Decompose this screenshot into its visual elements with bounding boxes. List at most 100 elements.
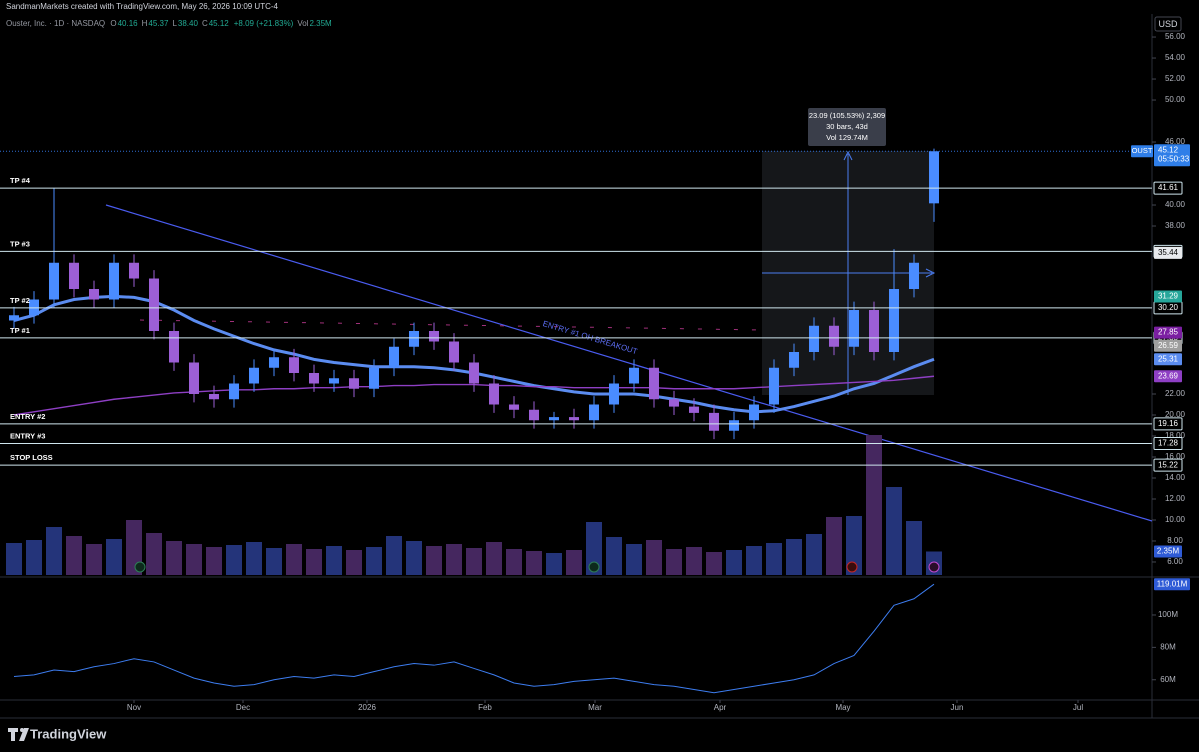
axis-badge-label: 27.85 [1158, 328, 1179, 337]
indicator-badge-label: 119.01M [1157, 579, 1188, 588]
candle-body [309, 373, 319, 384]
symbol: Ouster, Inc. · 1D · NASDAQ [6, 19, 106, 28]
volume-bar [786, 539, 802, 575]
currency-button[interactable] [1154, 16, 1182, 32]
legend-label: Vol [297, 19, 309, 28]
volume-bar [306, 549, 322, 575]
volume-bar [346, 550, 362, 575]
y-tick-label: 38.00 [1165, 221, 1186, 230]
volume-bar [46, 527, 62, 575]
candle-body [389, 346, 399, 368]
axis-badge-label: 25.31 [1158, 354, 1179, 363]
axis-badge [1154, 290, 1182, 303]
volume-bar [826, 517, 842, 575]
y-tick-label: 16.00 [1165, 452, 1186, 461]
volume-bar [186, 544, 202, 575]
volume-bar [806, 534, 822, 575]
volume-bar [866, 435, 882, 575]
candle-body [69, 262, 79, 290]
measure-text: 30 bars, 43d [826, 122, 868, 131]
candle-body [29, 299, 39, 316]
volume-bar [366, 547, 382, 575]
volume-bar [466, 548, 482, 575]
level-badge [1153, 458, 1183, 472]
indicator-tick-label: 60M [1160, 675, 1176, 684]
x-tick-label: Feb [478, 703, 492, 712]
candle-body [249, 367, 259, 384]
volume-bar [526, 551, 542, 575]
level-name: TP #3 [10, 239, 30, 248]
axis-badge-label: 26.59 [1158, 341, 1179, 350]
volume-bar [766, 543, 782, 575]
volume-badge-label: 2.35M [1157, 547, 1180, 556]
measure-arrowhead [843, 150, 853, 161]
candle-body [269, 357, 279, 368]
volume-bar [646, 540, 662, 575]
legend-value: 40.16 [117, 19, 138, 28]
volume-bar [846, 516, 862, 575]
volume-bar [386, 536, 402, 575]
volume-bar [586, 522, 602, 575]
measure-tooltip [808, 108, 886, 146]
candle-body [329, 378, 339, 384]
volume-bar [566, 550, 582, 575]
candle-body [209, 393, 219, 400]
y-tick-label: 12.00 [1165, 494, 1186, 503]
candle-body [829, 325, 839, 347]
candle-body [229, 383, 239, 400]
volume-bar [706, 552, 722, 575]
legend-label: O [110, 19, 117, 28]
x-tick-label: Nov [127, 703, 141, 712]
y-tick-label: 54.00 [1165, 53, 1186, 62]
volume-bar [746, 546, 762, 575]
x-tick-label: May [835, 703, 850, 712]
measure-arrowhead [925, 268, 936, 278]
legend-value: 45.37 [148, 19, 169, 28]
legend: Ouster, Inc. · 1D · NASDAQ O40.16 H45.37 L… [6, 19, 336, 28]
candle-body [509, 404, 519, 410]
legend-label: C [201, 19, 208, 28]
axis-badge-label: 23.69 [1158, 371, 1179, 380]
measure-text: Vol 129.74M [826, 133, 868, 142]
level-name: TP #4 [10, 176, 31, 185]
candle-body [609, 383, 619, 405]
x-tick-label: 2026 [358, 703, 376, 712]
volume-bar [546, 553, 562, 575]
y-tick-label: 8.00 [1167, 536, 1183, 545]
candle-body [689, 406, 699, 413]
candle-body [469, 362, 479, 384]
candle-body [729, 420, 739, 431]
candle-body [909, 262, 919, 290]
indicator-badge [1154, 578, 1190, 591]
x-tick-label: Dec [236, 703, 250, 712]
marks: 56.00 54.00 52.00 50.00 46.00 40.00 38.00 22.00… [6, 32, 1186, 712]
credit: SandmanMarkets created with TradingView.… [6, 2, 278, 11]
volume-bar [406, 541, 422, 575]
axis-badge-label: 31.29 [1158, 292, 1179, 301]
legend-value: 2.35M [309, 19, 332, 28]
level-name: STOP LOSS [10, 453, 53, 462]
candle-body [549, 417, 559, 421]
candle-body [409, 331, 419, 347]
candle-body [189, 362, 199, 394]
candle-body [289, 357, 299, 374]
last-price-badge [1154, 144, 1190, 167]
y-tick-label: 14.00 [1165, 473, 1186, 482]
legend-value: 45.12 [208, 19, 229, 28]
x-tick-label: Apr [714, 703, 727, 712]
candle-body [589, 404, 599, 421]
candle-body [489, 383, 499, 405]
axis-badge-label: 35.44 [1158, 248, 1179, 257]
candle-body [129, 262, 139, 279]
brand: TradingView [30, 726, 107, 741]
measure-text: 23.09 (105.53%) 2,309 [809, 111, 885, 120]
y-tick-label: 22.00 [1165, 389, 1186, 398]
candle-body [9, 315, 19, 321]
candle-body [869, 310, 879, 353]
volume-bar [266, 548, 282, 575]
volume-bar [6, 543, 22, 575]
volume-bar [506, 549, 522, 575]
